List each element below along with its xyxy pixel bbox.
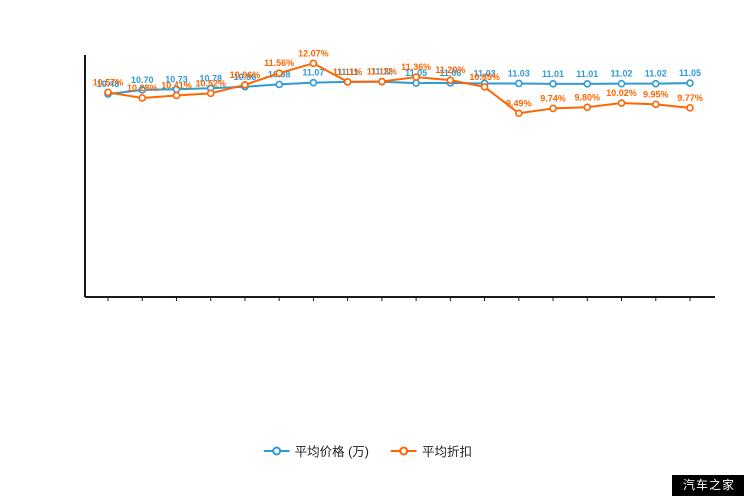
data-point-label: 9.95%	[643, 89, 669, 99]
data-point-label: 11.02	[645, 69, 667, 79]
line-marker-icon	[390, 446, 417, 456]
data-point-label: 10.85%	[469, 72, 500, 82]
data-point-label: 9.74%	[540, 93, 566, 103]
data-point-marker[interactable]	[378, 77, 386, 86]
data-point-label: 11.01	[542, 69, 564, 79]
data-point-marker[interactable]	[138, 86, 147, 94]
data-point-label: 10.02%	[606, 88, 637, 98]
data-point-marker[interactable]	[241, 81, 249, 89]
data-point-marker[interactable]	[617, 79, 626, 88]
data-point-marker[interactable]	[412, 79, 420, 87]
data-point-marker[interactable]	[446, 76, 455, 84]
data-point-marker[interactable]	[480, 83, 489, 91]
data-point-label: 11.36%	[401, 62, 431, 72]
data-point-label: 11.03	[508, 68, 530, 78]
data-point-marker[interactable]	[172, 91, 181, 100]
data-point-label: 10.57%	[93, 77, 124, 87]
data-point-marker[interactable]	[686, 79, 694, 87]
data-point-label: 10.28%	[127, 83, 158, 93]
data-point-label: 11.11	[337, 67, 359, 77]
data-point-label: 10.78	[199, 73, 222, 83]
legend-label-avg-price: 平均价格 (万)	[294, 445, 369, 459]
data-point-label: 11.11%	[333, 67, 363, 77]
data-point-marker[interactable]	[343, 78, 352, 86]
data-point-label: 10.86	[234, 72, 257, 82]
data-point-label: 10.96%	[230, 70, 261, 80]
legend-item-avg-price[interactable]: 平均价格 (万)	[263, 441, 369, 460]
data-point-label: 11.06	[439, 68, 461, 78]
series-line	[107, 62, 691, 115]
data-point-label: 10.70	[131, 75, 154, 85]
data-point-marker[interactable]	[104, 88, 112, 97]
data-point-label: 11.12	[371, 67, 393, 77]
data-point-marker[interactable]	[686, 104, 694, 112]
series-line	[107, 80, 691, 96]
data-point-marker[interactable]	[206, 89, 215, 98]
data-point-marker[interactable]	[412, 73, 420, 81]
data-point-label: 11.05	[405, 68, 427, 78]
data-point-label: 9.49%	[506, 98, 532, 108]
chart-legend: 平均价格 (万) 平均折扣	[263, 441, 472, 460]
chart-axes	[84, 55, 715, 301]
data-point-marker[interactable]	[617, 99, 626, 107]
data-point-marker[interactable]	[549, 104, 557, 113]
data-point-marker[interactable]	[309, 78, 318, 87]
data-point-label: 11.56%	[264, 58, 294, 68]
autohome-watermark: 汽车之家	[671, 475, 744, 496]
data-point-label: 11.01	[576, 69, 598, 79]
data-point-label: 11.07	[302, 68, 324, 78]
data-point-marker[interactable]	[515, 79, 523, 88]
line-marker-icon	[263, 446, 290, 456]
data-point-label: 10.48	[97, 79, 120, 89]
data-point-marker[interactable]	[583, 103, 592, 112]
data-point-marker[interactable]	[515, 109, 523, 118]
data-point-label: 11.02	[611, 69, 633, 79]
data-point-label: 9.77%	[677, 93, 703, 103]
data-point-marker[interactable]	[549, 80, 557, 88]
data-point-label: 10.41%	[161, 80, 192, 90]
data-point-marker[interactable]	[651, 79, 660, 88]
data-point-marker[interactable]	[138, 94, 147, 102]
data-point-label: 10.52%	[195, 78, 226, 88]
data-point-label: 12.07%	[298, 48, 329, 58]
data-point-marker[interactable]	[309, 59, 318, 68]
data-point-label: 11.05	[679, 68, 701, 78]
data-point-label: 10.73	[165, 74, 188, 84]
data-point-marker[interactable]	[275, 69, 283, 77]
data-point-marker[interactable]	[275, 80, 283, 89]
data-point-marker[interactable]	[651, 100, 660, 109]
data-point-label: 11.03	[474, 68, 496, 78]
legend-item-avg-discount[interactable]: 平均折扣	[390, 441, 472, 460]
legend-label-avg-discount: 平均折扣	[421, 445, 472, 459]
series-avg-discount: 10.57%10.28% 10.41% 10.52% 10.96%11.56% 12.0…	[93, 48, 703, 118]
data-point-label: 11.20%	[435, 65, 465, 75]
data-point-marker[interactable]	[583, 80, 592, 88]
data-point-label: 11.13%	[367, 67, 397, 77]
data-point-label: 9.80%	[575, 92, 601, 102]
